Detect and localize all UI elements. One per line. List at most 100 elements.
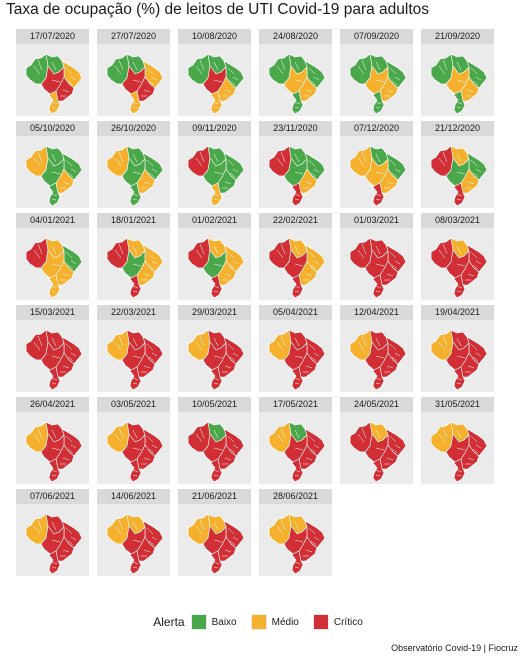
state-border — [470, 343, 478, 351]
state-border — [467, 273, 475, 277]
state-border — [308, 527, 316, 535]
legend-swatch-critico — [313, 615, 328, 629]
state-border — [51, 469, 58, 473]
state-border — [65, 251, 73, 259]
state-border — [199, 243, 205, 255]
state-border — [467, 365, 475, 369]
panel-date: 24/05/2021 — [340, 397, 413, 412]
state-border — [132, 290, 138, 293]
state-border — [357, 433, 365, 443]
state-border — [51, 474, 57, 477]
state-border — [391, 356, 398, 362]
map-plot — [97, 136, 170, 208]
state-border — [294, 193, 301, 197]
map-panel: 07/12/2020 — [340, 121, 413, 208]
state-border — [33, 249, 41, 259]
state-border — [294, 429, 300, 439]
map-panel: 03/05/2021 — [97, 397, 170, 484]
state-border — [224, 89, 232, 93]
state-border — [294, 539, 304, 543]
state-border — [467, 181, 475, 185]
state-border — [375, 474, 381, 477]
map-panel: 15/03/2021 — [16, 305, 89, 392]
state-border — [67, 172, 74, 178]
panel-date: 22/02/2021 — [259, 213, 332, 228]
map-plot — [259, 228, 332, 300]
state-border — [389, 67, 397, 75]
country-outline — [268, 421, 326, 483]
state-border — [389, 159, 397, 167]
map-panel: 24/05/2021 — [340, 397, 413, 484]
map-panel: 27/07/2020 — [97, 29, 170, 116]
state-border — [132, 193, 139, 197]
map-plot — [421, 412, 494, 484]
state-border — [470, 435, 478, 443]
map-panel: 10/08/2020 — [178, 29, 251, 116]
state-border — [357, 65, 365, 75]
state-border — [114, 65, 122, 75]
map-panel: 22/03/2021 — [97, 305, 170, 392]
state-border — [305, 457, 313, 461]
map-panel: 12/04/2021 — [340, 305, 413, 392]
panel-date: 14/06/2021 — [97, 489, 170, 504]
state-border — [294, 198, 300, 201]
panel-date: 27/07/2020 — [97, 29, 170, 44]
state-border — [294, 101, 301, 105]
country-outline — [349, 329, 407, 391]
panel-date: 05/10/2020 — [16, 121, 89, 136]
country-outline — [268, 329, 326, 391]
map-plot — [16, 228, 89, 300]
country-outline — [268, 145, 326, 207]
map-plot — [97, 412, 170, 484]
brazil-map — [268, 513, 326, 575]
state-border — [213, 521, 219, 531]
state-border — [37, 335, 43, 347]
state-border — [132, 355, 142, 359]
panel-date: 26/10/2020 — [97, 121, 170, 136]
map-plot — [340, 412, 413, 484]
state-border — [114, 249, 122, 259]
state-border — [213, 337, 219, 347]
state-border — [132, 171, 142, 175]
state-border — [361, 427, 367, 439]
state-border — [470, 159, 478, 167]
brazil-map — [268, 53, 326, 115]
state-border — [143, 365, 151, 369]
state-border — [132, 382, 138, 385]
state-border — [229, 172, 236, 178]
state-border — [294, 290, 300, 293]
state-border — [475, 168, 482, 173]
source-credit: Observatório Covid-19 | Fiocruz — [391, 643, 518, 653]
state-border — [375, 263, 385, 267]
state-border — [148, 448, 155, 454]
state-border — [51, 101, 58, 105]
state-border — [394, 444, 401, 449]
panel-date: 24/08/2020 — [259, 29, 332, 44]
panel-date: 01/03/2021 — [340, 213, 413, 228]
state-border — [308, 251, 316, 259]
state-border — [294, 263, 304, 267]
map-plot — [16, 320, 89, 392]
panel-date: 15/03/2021 — [16, 305, 89, 320]
brazil-map — [106, 237, 164, 299]
state-border — [51, 382, 57, 385]
state-border — [386, 365, 394, 369]
map-plot — [178, 44, 251, 116]
state-border — [308, 67, 316, 75]
state-border — [294, 79, 304, 83]
map-panel: 29/03/2021 — [178, 305, 251, 392]
country-outline — [106, 145, 164, 207]
map-plot — [259, 320, 332, 392]
map-plot — [16, 504, 89, 576]
state-border — [313, 444, 320, 449]
panel-date: 08/03/2021 — [421, 213, 494, 228]
map-plot — [16, 136, 89, 208]
map-plot — [340, 44, 413, 116]
state-border — [280, 59, 286, 71]
state-border — [132, 377, 139, 381]
legend-swatch-baixo — [191, 615, 206, 629]
state-border — [224, 273, 232, 277]
legend-key-baixo — [190, 614, 207, 630]
state-border — [294, 447, 304, 451]
brazil-map — [268, 237, 326, 299]
